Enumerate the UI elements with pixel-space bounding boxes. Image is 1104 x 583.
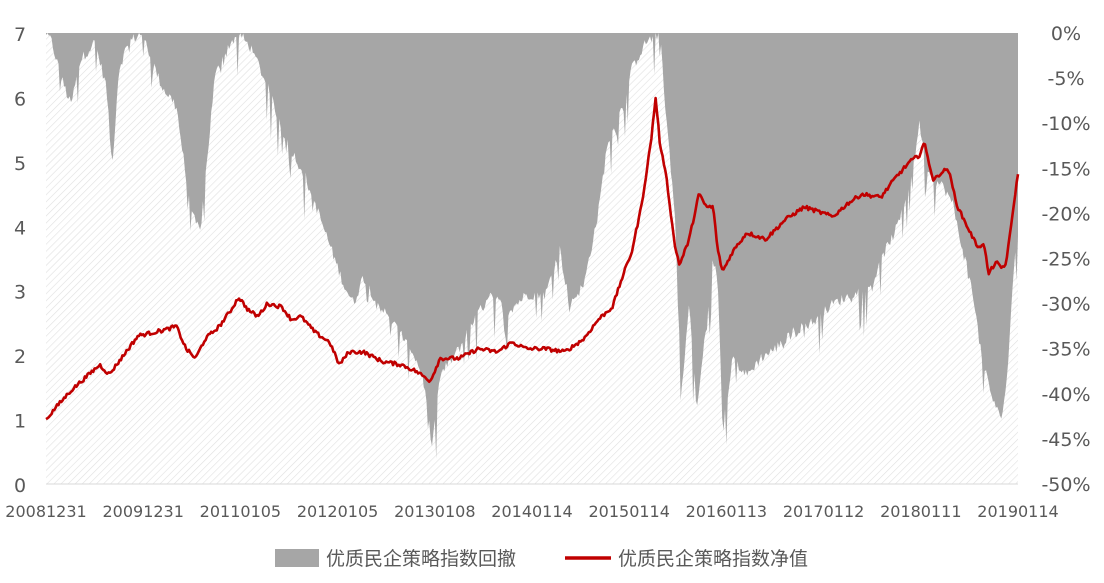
drawdown-area — [46, 33, 1018, 459]
y-right-tick-label: -5% — [1048, 68, 1085, 90]
x-tick-label: 20150114 — [588, 502, 669, 521]
x-tick-label: 20110105 — [200, 502, 281, 521]
x-tick-label: 20091231 — [102, 502, 183, 521]
y-left-tick-label: 3 — [14, 282, 26, 304]
legend: 优质民企策略指数回撤 优质民企策略指数净值 — [275, 548, 808, 570]
nav-line-layer — [45, 96, 1020, 421]
y-left-tick-label: 2 — [14, 346, 26, 368]
y-left-tick-label: 1 — [14, 411, 26, 433]
y-right-tick-label: -15% — [1041, 158, 1090, 180]
nav-line — [45, 96, 1020, 421]
y-right-tick-label: -50% — [1041, 474, 1090, 496]
legend-label-drawdown: 优质民企策略指数回撤 — [326, 548, 516, 570]
x-tick-label: 20140114 — [491, 502, 572, 521]
y-right-tick-label: -10% — [1041, 113, 1090, 135]
x-tick-label: 20130108 — [394, 502, 475, 521]
drawdown-area-layer — [46, 33, 1018, 459]
y-left-axis: 0 1 2 3 4 5 6 7 — [14, 24, 26, 497]
y-right-tick-label: -20% — [1041, 203, 1090, 225]
x-tick-label: 20160113 — [686, 502, 767, 521]
x-tick-label: 20170112 — [783, 502, 864, 521]
y-left-tick-label: 0 — [14, 475, 26, 497]
x-tick-label: 20081231 — [5, 502, 86, 521]
legend-label-nav: 优质民企策略指数净值 — [618, 548, 808, 570]
y-left-tick-label: 7 — [14, 24, 26, 46]
y-right-tick-label: -40% — [1041, 384, 1090, 406]
y-left-tick-label: 6 — [14, 88, 26, 110]
x-tick-label: 20120105 — [297, 502, 378, 521]
x-axis: 20081231 20091231 20110105 20120105 20130108… — [5, 502, 1058, 521]
x-tick-label: 20190114 — [977, 502, 1058, 521]
y-right-tick-label: -45% — [1041, 429, 1090, 451]
y-right-axis: 0% -5% -10% -15% -20% -25% -30% -35% -40% -45% -50… — [1041, 23, 1090, 496]
y-left-tick-label: 4 — [14, 217, 26, 239]
y-right-tick-label: -30% — [1041, 294, 1090, 316]
y-left-tick-label: 5 — [14, 153, 26, 175]
x-tick-label: 20180111 — [880, 502, 961, 521]
y-right-tick-label: 0% — [1051, 23, 1081, 45]
y-right-tick-label: -35% — [1041, 339, 1090, 361]
legend-swatch-drawdown — [275, 549, 319, 567]
y-right-tick-label: -25% — [1041, 249, 1090, 271]
